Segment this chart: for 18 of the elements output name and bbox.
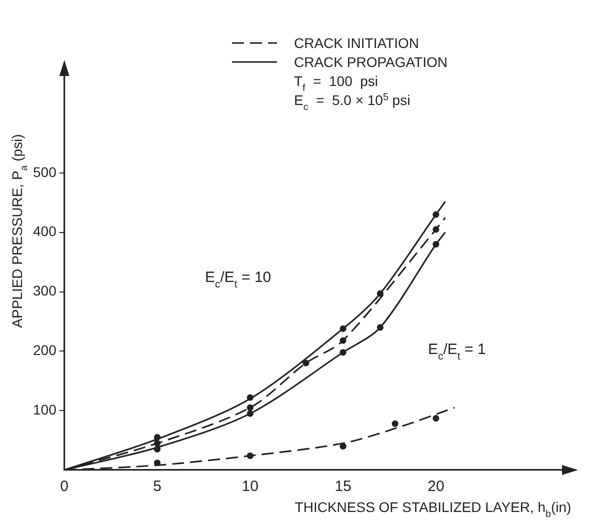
- legend-label: CRACK INITIATION: [294, 35, 419, 51]
- y-tick-label: 200: [33, 342, 57, 358]
- x-tick-label: 20: [428, 478, 444, 496]
- point: [246, 404, 254, 411]
- x-tick-label: 0: [60, 478, 69, 496]
- x-tick-label: 15: [334, 478, 352, 496]
- point: [302, 360, 310, 366]
- legend-label: CRACK PROPAGATION: [294, 54, 448, 70]
- point: [392, 420, 398, 427]
- y-axis-title: APPLIED PRESSURE, Pa (psi): [9, 134, 30, 328]
- y-tick-label: 100: [33, 401, 57, 418]
- y-tick-label: 400: [33, 223, 57, 240]
- point: [432, 415, 440, 422]
- x-tick-label: 5: [153, 478, 162, 496]
- point: [340, 442, 346, 450]
- y-tick-label: 300: [33, 282, 57, 299]
- y-tick-label: 500: [33, 164, 57, 180]
- x-tick-label: 10: [242, 478, 258, 496]
